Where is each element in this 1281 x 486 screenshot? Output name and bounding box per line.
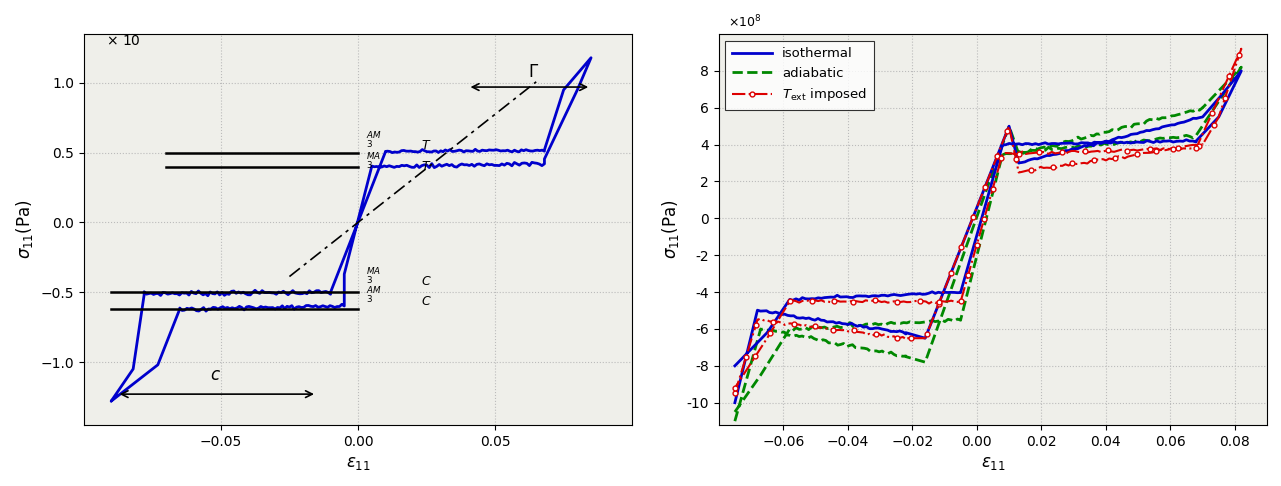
Text: ${}_{3}^{MA}$: ${}_{3}^{MA}$	[366, 152, 382, 172]
Text: $T$: $T$	[421, 160, 432, 174]
Text: $C$: $C$	[421, 275, 432, 288]
Legend: isothermal, adiabatic, $T_{\mathrm{ext}}$ imposed: isothermal, adiabatic, $T_{\mathrm{ext}}…	[725, 41, 874, 110]
Text: $c$: $c$	[210, 366, 220, 384]
X-axis label: $\varepsilon_{11}$: $\varepsilon_{11}$	[346, 454, 370, 472]
X-axis label: $\varepsilon_{11}$: $\varepsilon_{11}$	[980, 454, 1006, 472]
Text: ${}_{3}^{AM}$: ${}_{3}^{AM}$	[366, 286, 382, 306]
Text: $C$: $C$	[421, 295, 432, 308]
Text: $\Gamma$: $\Gamma$	[528, 64, 539, 82]
Y-axis label: $\sigma_{11}$(Pa): $\sigma_{11}$(Pa)	[660, 200, 681, 259]
Text: ${}_{3}^{AM}$: ${}_{3}^{AM}$	[366, 130, 382, 151]
Y-axis label: $\sigma_{11}$(Pa): $\sigma_{11}$(Pa)	[14, 200, 35, 259]
Text: ${}_{3}^{MA}$: ${}_{3}^{MA}$	[366, 266, 382, 287]
Text: $\times 10^{8}$: $\times 10^{8}$	[729, 14, 762, 30]
Text: $T$: $T$	[421, 139, 432, 152]
Text: $\times$ 10: $\times$ 10	[106, 34, 141, 48]
